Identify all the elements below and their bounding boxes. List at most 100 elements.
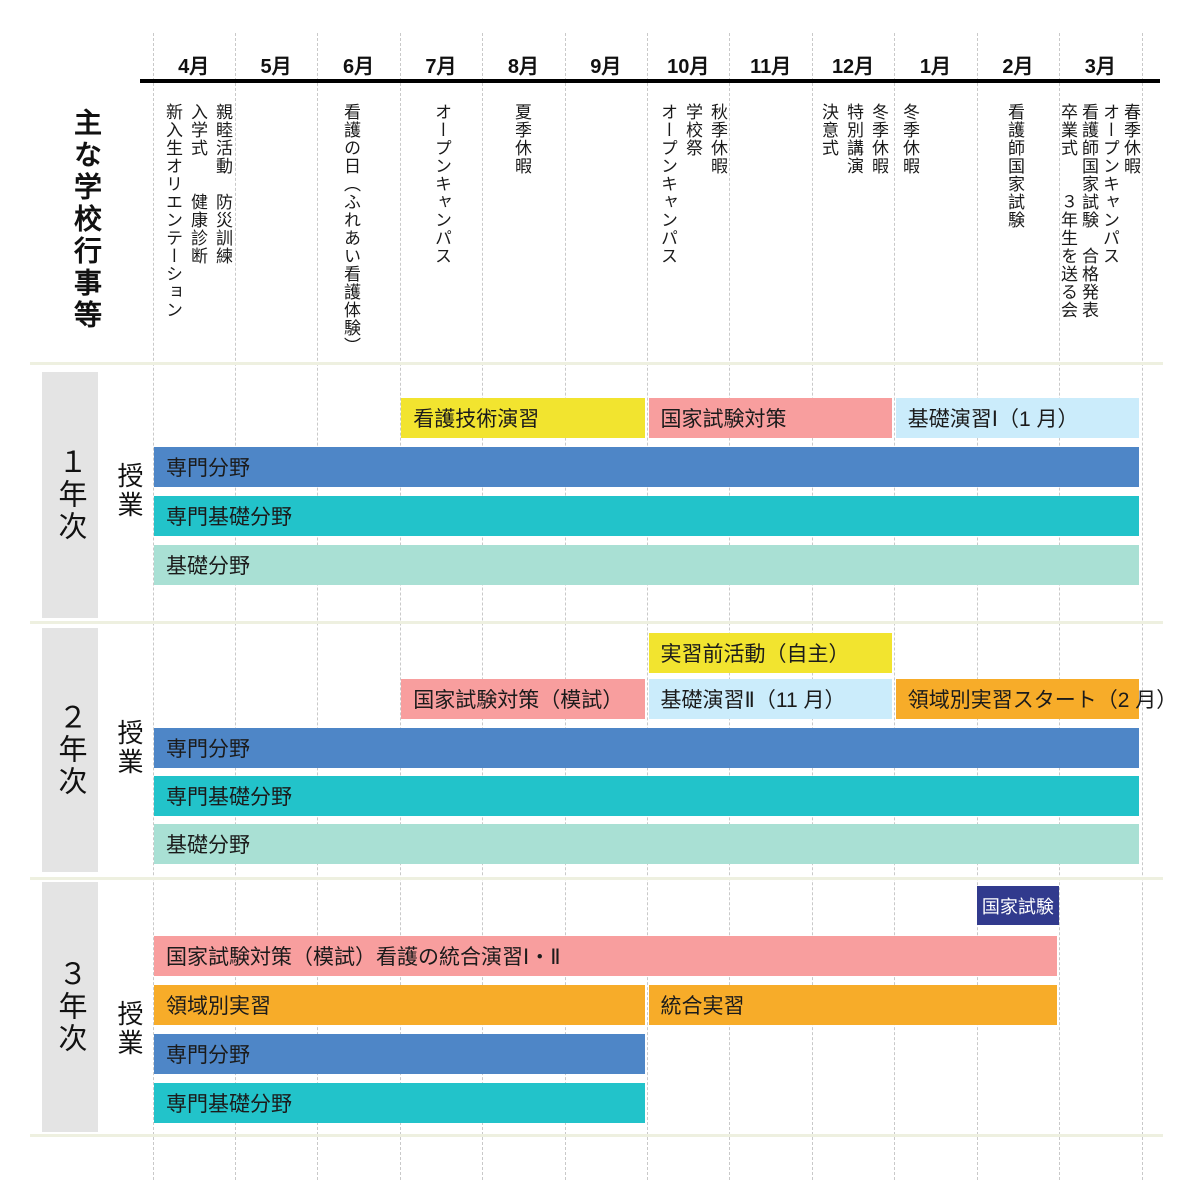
schedule-bar: 専門基礎分野: [154, 496, 1140, 536]
bar-label: 領域別実習: [166, 995, 271, 1018]
year-label: １年次: [54, 447, 86, 543]
bar-label: 専門分野: [166, 738, 250, 761]
class-label: 授業: [114, 1000, 144, 1058]
event-line: 学校祭: [683, 103, 702, 157]
event-line: 入学式 健康診断: [188, 103, 207, 265]
event-line: 特別講演: [844, 103, 863, 175]
event-line: 春季休暇: [1121, 103, 1140, 175]
bar-label: 専門基礎分野: [166, 506, 292, 529]
month-label: 4月: [178, 56, 210, 78]
month-label: 3月: [1084, 56, 1116, 78]
gridline: [811, 33, 813, 1180]
event-line: 決意式: [819, 103, 838, 157]
schedule-bar: 基礎分野: [154, 824, 1140, 864]
event-line: 秋季休暇: [708, 103, 727, 175]
gridline: [317, 33, 319, 1180]
month-label: 11月: [750, 56, 792, 78]
bar-label: 基礎演習Ⅰ（1 月）: [907, 408, 1079, 431]
schedule-bar: 統合実習: [648, 985, 1057, 1025]
schedule-bar: 基礎分野: [154, 545, 1140, 585]
event-group-3月: 春季休暇 オープンキャンパス 看護師国家試験 合格発表 卒業式 ３年生を送る会: [1057, 103, 1141, 319]
month-label: 1月: [919, 56, 952, 78]
gridline: [647, 33, 649, 1180]
event-line: オープンキャンパス: [432, 103, 451, 265]
class-label: 授業: [114, 719, 144, 777]
schedule-bar: 専門分野: [154, 1034, 645, 1074]
schedule-bar: 領域別実習スタート（2 月）: [895, 679, 1177, 719]
bar-label: 統合実習: [660, 995, 745, 1018]
schedule-bar: 看護技術演習: [401, 398, 645, 438]
gridline: [152, 33, 154, 1180]
gridline: [234, 33, 236, 1180]
year-label: ３年次: [54, 959, 86, 1055]
month-label: 2月: [1002, 56, 1034, 78]
bar-label: 看護技術演習: [413, 408, 540, 431]
event-group-4月: 親睦活動 防災訓練 入学式 健康診断 新入生オリエンテーション: [160, 103, 235, 319]
bar-label: 専門基礎分野: [166, 1093, 292, 1116]
bar-label: 専門分野: [166, 457, 250, 480]
gridline: [1059, 33, 1061, 1180]
event-line: 冬季休暇: [869, 103, 888, 175]
schedule-bar: 専門基礎分野: [154, 776, 1140, 816]
schedule-bar: 専門分野: [154, 728, 1140, 768]
bar-label: 国家試験対策（模試）: [413, 689, 624, 712]
event-line: オープンキャンパス: [1100, 103, 1119, 265]
schedule-bar: 国家試験対策（模試）看護の統合演習Ⅰ・Ⅱ: [154, 936, 1057, 976]
gridline: [564, 33, 566, 1180]
year-label-box: １年次: [42, 372, 98, 618]
schedule-bar: 国家試験対策（模試）: [401, 679, 645, 719]
event-group-7月: オープンキャンパス: [429, 103, 454, 265]
gridline: [482, 33, 484, 1180]
bar-label: 基礎分野: [166, 834, 250, 857]
schedule-bar: 領域別実習: [154, 985, 645, 1025]
schedule-bar: 基礎演習Ⅰ（1 月）: [895, 398, 1140, 438]
section-divider: [30, 362, 1163, 365]
event-line: 卒業式 ３年生を送る会: [1058, 103, 1077, 319]
event-line: オープンキャンパス: [658, 103, 677, 265]
month-label: 12月: [831, 56, 875, 78]
bar-label: 領域別実習スタート（2 月）: [907, 689, 1178, 712]
schedule-bar: 基礎演習Ⅱ（11 月）: [648, 679, 892, 719]
month-label: 7月: [425, 56, 457, 78]
schedule-bar: 専門分野: [154, 447, 1140, 487]
bar-label: 国家試験対策: [660, 408, 787, 431]
bar-label: 専門分野: [166, 1044, 250, 1067]
event-line: 看護師国家試験: [1005, 103, 1024, 229]
schedule-bar: 専門基礎分野: [154, 1083, 645, 1123]
schedule-bar: 国家試験対策: [648, 398, 892, 438]
month-label: 9月: [590, 56, 622, 78]
event-group-1月: 冬季休暇: [897, 103, 922, 175]
timeline-axis: [140, 79, 1160, 83]
bar-label: 国家試験対策（模試）看護の統合演習Ⅰ・Ⅱ: [166, 946, 561, 969]
event-line: 新入生オリエンテーション: [163, 103, 182, 319]
gridline: [399, 33, 401, 1180]
event-group-12月: 冬季休暇 特別講演 決意式: [816, 103, 891, 175]
page-title: 主な学校行事等: [71, 108, 102, 332]
event-line: 看護師国家試験 合格発表: [1079, 103, 1098, 319]
section-divider: [30, 621, 1163, 624]
event-group-2月: 看護師国家試験: [1002, 103, 1027, 229]
class-label: 授業: [114, 462, 144, 520]
event-line: 冬季休暇: [900, 103, 919, 175]
month-label: 10月: [667, 56, 710, 78]
gridline: [729, 33, 731, 1180]
year-label-box: ２年次: [42, 628, 98, 872]
year-label: ２年次: [54, 702, 86, 798]
section-divider: [30, 877, 1163, 880]
national-exam-badge: 国家試験: [976, 886, 1060, 925]
event-line: 親睦活動 防災訓練: [213, 103, 232, 265]
gridline: [1141, 33, 1143, 1180]
schedule-bar: 実習前活動（自主）: [648, 633, 892, 673]
event-line: 夏季休暇: [512, 103, 531, 175]
bar-label: 専門基礎分野: [166, 786, 292, 809]
event-group-6月: 看護の日（ふれあい看護体験）: [338, 103, 363, 355]
gridline: [894, 33, 896, 1180]
month-label: 6月: [342, 56, 375, 78]
event-line: 看護の日（ふれあい看護体験）: [341, 103, 360, 355]
month-label: 8月: [507, 56, 539, 78]
bar-label: 実習前活動（自主）: [660, 643, 850, 666]
gridline: [976, 33, 978, 1180]
section-divider: [30, 1134, 1163, 1137]
bar-label: 基礎演習Ⅱ（11 月）: [660, 689, 846, 712]
